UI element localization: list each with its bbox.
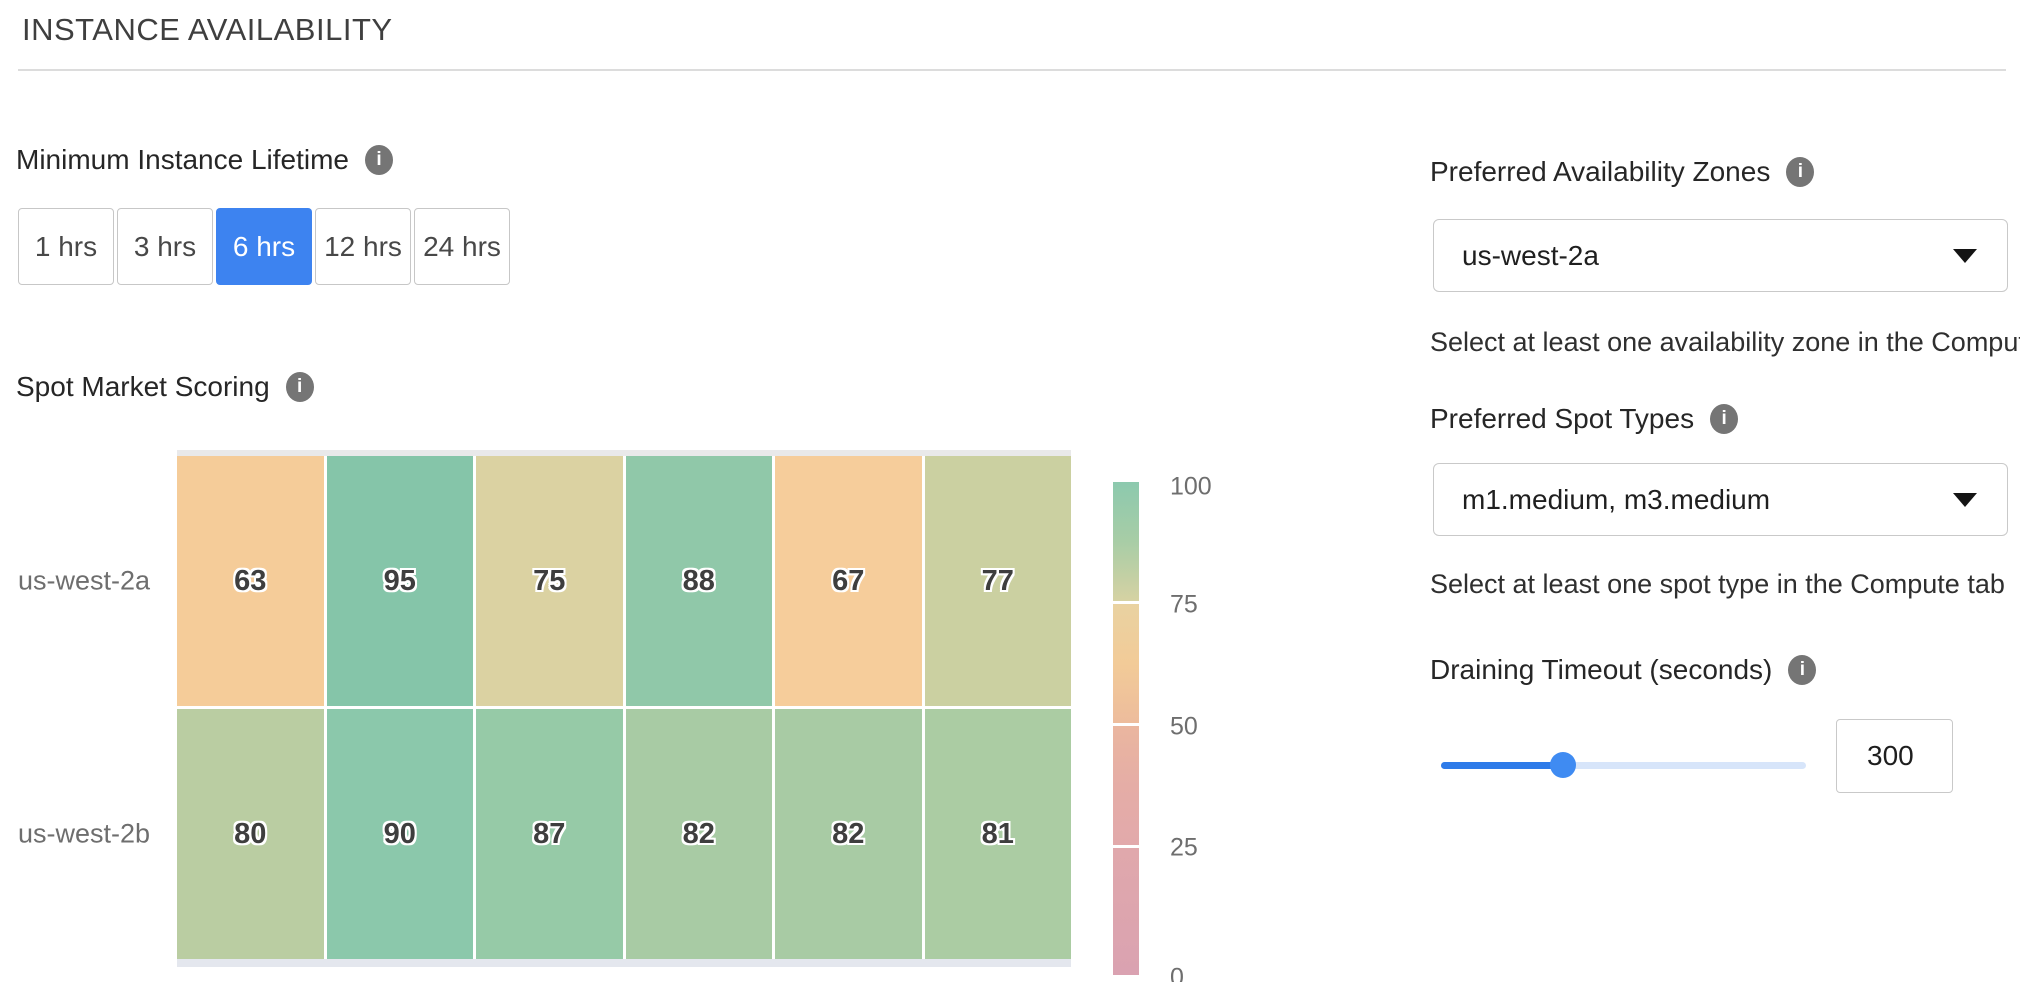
spot-types-select[interactable]: m1.medium, m3.medium bbox=[1433, 463, 2008, 536]
heatmap-cell: 95 bbox=[326, 456, 473, 706]
lifetime-option-3-hrs[interactable]: 3 hrs bbox=[117, 208, 213, 285]
info-icon[interactable]: i bbox=[365, 145, 394, 175]
heatmap-cell: 67 bbox=[775, 456, 922, 706]
lifetime-button-group: 1 hrs 3 hrs 6 hrs 12 hrs 24 hrs bbox=[18, 208, 510, 285]
colorbar bbox=[1113, 482, 1139, 978]
heatmap-cell: 77 bbox=[924, 456, 1071, 706]
info-icon[interactable]: i bbox=[1710, 404, 1739, 434]
draining-timeout-input[interactable] bbox=[1836, 719, 1953, 793]
spot-types-helper-text: Select at least one spot type in the Com… bbox=[1430, 569, 2005, 599]
availability-zones-helper-text: Select at least one availability zone in… bbox=[1430, 327, 2020, 357]
draining-timeout-section: Draining Timeout (seconds) i bbox=[1430, 654, 1817, 686]
heatmap-bottom-strip bbox=[177, 959, 1071, 967]
lifetime-option-24-hrs[interactable]: 24 hrs bbox=[414, 208, 510, 285]
heatmap-cell: 63 bbox=[177, 456, 324, 706]
colorbar-tick-label: 0 bbox=[1170, 963, 1184, 982]
spot-types-selected-value: m1.medium, m3.medium bbox=[1462, 483, 1771, 515]
heatmap-cell: 82 bbox=[775, 709, 922, 959]
chevron-down-icon bbox=[1953, 492, 1977, 507]
draining-timeout-slider-thumb[interactable] bbox=[1550, 752, 1576, 778]
heatmap-top-strip bbox=[177, 450, 1071, 456]
heatmap: 63 95 75 88 67 77 80 90 87 82 82 81 bbox=[177, 450, 1071, 967]
colorbar-segment bbox=[1113, 482, 1139, 601]
info-icon[interactable]: i bbox=[1788, 655, 1817, 685]
heatmap-cell: 81 bbox=[924, 709, 1071, 959]
heatmap-row-label-us-west-2b: us-west-2b bbox=[17, 818, 150, 849]
minimum-instance-lifetime-section: Minimum Instance Lifetime i bbox=[16, 144, 394, 176]
info-icon[interactable]: i bbox=[285, 372, 314, 402]
spot-market-scoring-label: Spot Market Scoring bbox=[16, 371, 270, 402]
availability-zones-selected-value: us-west-2a bbox=[1462, 239, 1599, 271]
heatmap-cell: 75 bbox=[476, 456, 623, 706]
heatmap-cell: 87 bbox=[476, 709, 623, 959]
heatmap-cell: 80 bbox=[177, 709, 324, 959]
slider-fill bbox=[1441, 762, 1563, 769]
preferred-spot-types-section: Preferred Spot Types i bbox=[1430, 403, 1739, 435]
colorbar-segment bbox=[1113, 848, 1139, 975]
spot-market-scoring-section: Spot Market Scoring i bbox=[16, 371, 314, 403]
lifetime-option-6-hrs[interactable]: 6 hrs bbox=[216, 208, 312, 285]
colorbar-tick-label: 100 bbox=[1170, 472, 1212, 501]
colorbar-segment bbox=[1113, 604, 1139, 723]
colorbar-tick-label: 75 bbox=[1170, 590, 1198, 619]
colorbar-segment bbox=[1113, 726, 1139, 845]
lifetime-option-12-hrs[interactable]: 12 hrs bbox=[315, 208, 411, 285]
info-icon[interactable]: i bbox=[1786, 157, 1815, 187]
heatmap-cell: 90 bbox=[326, 709, 473, 959]
heatmap-row-label-us-west-2a: us-west-2a bbox=[17, 565, 150, 596]
header-divider bbox=[18, 69, 2006, 71]
chevron-down-icon bbox=[1953, 248, 1977, 263]
draining-timeout-label: Draining Timeout (seconds) bbox=[1430, 654, 1773, 685]
colorbar-tick-label: 25 bbox=[1170, 833, 1198, 862]
page-title: INSTANCE AVAILABILITY bbox=[22, 12, 393, 47]
colorbar-tick-label: 50 bbox=[1170, 712, 1198, 741]
minimum-instance-lifetime-label: Minimum Instance Lifetime bbox=[16, 144, 350, 175]
preferred-availability-zones-section: Preferred Availability Zones i bbox=[1430, 156, 1815, 188]
preferred-availability-zones-label: Preferred Availability Zones bbox=[1430, 156, 1771, 187]
heatmap-cell: 82 bbox=[625, 709, 772, 959]
heatmap-grid: 63 95 75 88 67 77 80 90 87 82 82 81 bbox=[177, 456, 1071, 959]
heatmap-cell: 88 bbox=[625, 456, 772, 706]
availability-zones-select[interactable]: us-west-2a bbox=[1433, 219, 2008, 292]
draining-timeout-slider-track[interactable] bbox=[1441, 752, 1806, 778]
preferred-spot-types-label: Preferred Spot Types bbox=[1430, 403, 1695, 434]
lifetime-option-1-hrs[interactable]: 1 hrs bbox=[18, 208, 114, 285]
